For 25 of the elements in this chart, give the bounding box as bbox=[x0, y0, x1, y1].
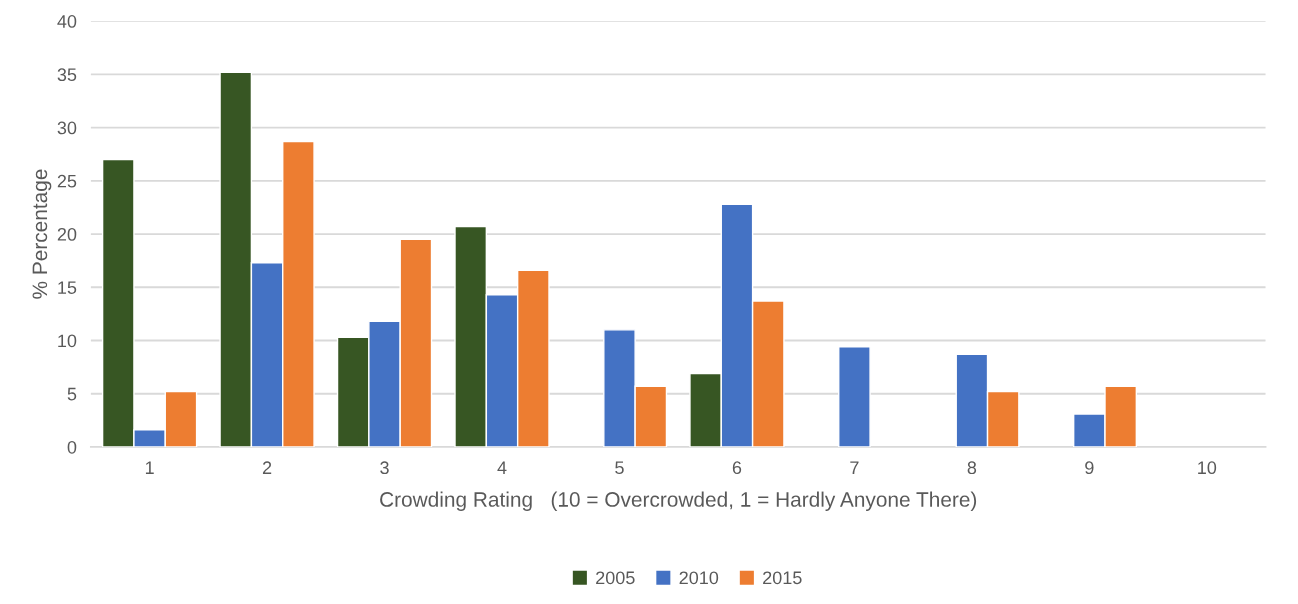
x-tick-label: 9 bbox=[1085, 461, 1094, 475]
x-tick-label: 4 bbox=[497, 461, 507, 474]
x-tick-label: 6 bbox=[732, 461, 742, 475]
x-tick-label: 3 bbox=[380, 461, 389, 475]
legend-label: 2010 bbox=[679, 571, 719, 585]
y-tick-label: 25 bbox=[57, 174, 77, 188]
y-tick-label: 20 bbox=[57, 227, 77, 241]
y-tick-label: 0 bbox=[67, 440, 77, 454]
y-tick-label: 35 bbox=[57, 68, 77, 82]
x-tick-label: 8 bbox=[967, 461, 977, 475]
y-tick-label: 10 bbox=[58, 334, 77, 348]
y-tick-label: 5 bbox=[67, 387, 77, 401]
x-tick-label: 1 bbox=[145, 461, 154, 474]
y-tick-label: 15 bbox=[58, 281, 77, 294]
x-tick-label: 7 bbox=[850, 461, 859, 474]
bar bbox=[838, 346, 871, 447]
x-tick-label: 5 bbox=[615, 461, 624, 475]
x-axis-title: Crowding Rating (10 = Overcrowded, 1 = Hardly Anyone There) bbox=[380, 491, 977, 511]
y-tick-label: 30 bbox=[57, 121, 77, 135]
x-tick-label: 2 bbox=[262, 461, 272, 474]
y-tick-label: 40 bbox=[57, 15, 77, 28]
legend-label: 2015 bbox=[763, 571, 802, 585]
y-axis-title: % Percentage bbox=[32, 169, 52, 299]
legend-label: 2005 bbox=[596, 571, 635, 585]
x-tick-label: 10 bbox=[1198, 461, 1217, 475]
